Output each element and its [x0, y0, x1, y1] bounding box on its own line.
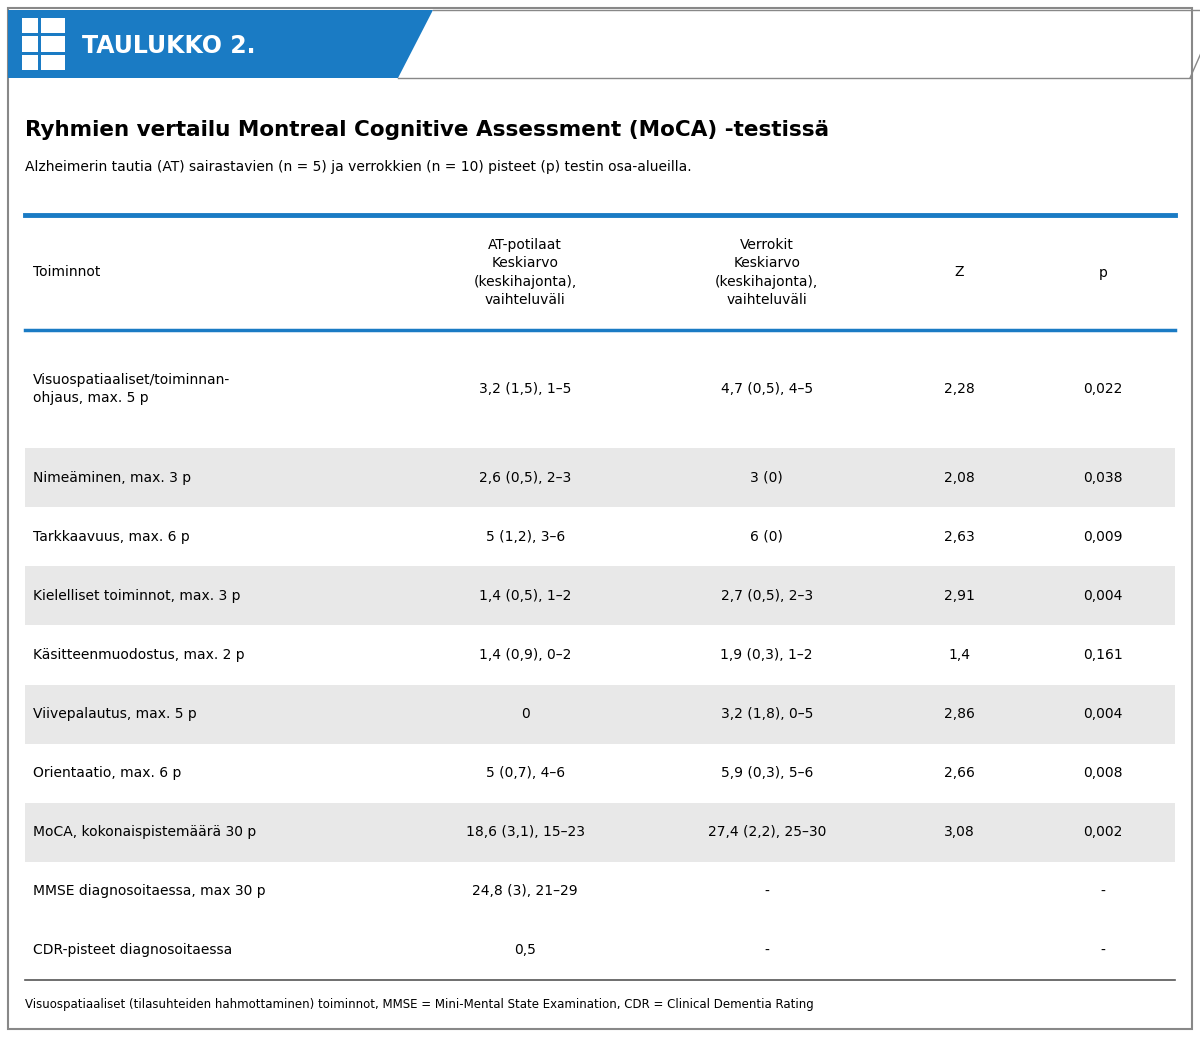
- FancyBboxPatch shape: [25, 448, 1175, 507]
- Text: 0,004: 0,004: [1084, 589, 1123, 602]
- Text: 24,8 (3), 21–29: 24,8 (3), 21–29: [473, 885, 578, 898]
- Text: 0,5: 0,5: [515, 944, 536, 957]
- Text: -: -: [764, 885, 769, 898]
- Text: TAULUKKO 2.: TAULUKKO 2.: [82, 34, 256, 58]
- FancyBboxPatch shape: [22, 55, 38, 71]
- Text: -: -: [764, 944, 769, 957]
- Text: 1,4: 1,4: [948, 648, 971, 662]
- Text: -: -: [1100, 885, 1105, 898]
- Text: 2,63: 2,63: [944, 530, 974, 543]
- Text: 5 (0,7), 4–6: 5 (0,7), 4–6: [486, 766, 565, 780]
- Text: Viivepalautus, max. 5 p: Viivepalautus, max. 5 p: [34, 707, 197, 721]
- Text: 2,66: 2,66: [944, 766, 974, 780]
- Text: Visuospatiaaliset (tilasuhteiden hahmottaminen) toiminnot, MMSE = Mini-Mental St: Visuospatiaaliset (tilasuhteiden hahmott…: [25, 998, 814, 1011]
- Text: 2,86: 2,86: [944, 707, 974, 721]
- Text: 0,022: 0,022: [1084, 382, 1123, 396]
- Text: 27,4 (2,2), 25–30: 27,4 (2,2), 25–30: [708, 825, 826, 839]
- Text: 1,4 (0,9), 0–2: 1,4 (0,9), 0–2: [479, 648, 571, 662]
- Text: AT-potilaat
Keskiarvo
(keskihajonta),
vaihteluväli: AT-potilaat Keskiarvo (keskihajonta), va…: [474, 237, 577, 307]
- Text: 4,7 (0,5), 4–5: 4,7 (0,5), 4–5: [721, 382, 812, 396]
- Text: Visuospatiaaliset/toiminnan-
ohjaus, max. 5 p: Visuospatiaaliset/toiminnan- ohjaus, max…: [34, 373, 230, 404]
- Text: 1,4 (0,5), 1–2: 1,4 (0,5), 1–2: [479, 589, 571, 602]
- FancyBboxPatch shape: [25, 744, 1175, 803]
- FancyBboxPatch shape: [25, 862, 1175, 921]
- Text: 2,6 (0,5), 2–3: 2,6 (0,5), 2–3: [479, 471, 571, 484]
- Text: 5,9 (0,3), 5–6: 5,9 (0,3), 5–6: [720, 766, 812, 780]
- FancyBboxPatch shape: [25, 566, 1175, 625]
- Text: 3,2 (1,8), 0–5: 3,2 (1,8), 0–5: [720, 707, 812, 721]
- Text: 0,161: 0,161: [1084, 648, 1123, 662]
- Text: 0,002: 0,002: [1084, 825, 1123, 839]
- FancyBboxPatch shape: [22, 18, 38, 33]
- FancyBboxPatch shape: [25, 507, 1175, 566]
- Text: Z: Z: [955, 265, 964, 280]
- FancyBboxPatch shape: [8, 8, 1192, 1029]
- Text: Tarkkaavuus, max. 6 p: Tarkkaavuus, max. 6 p: [34, 530, 190, 543]
- Text: Nimeäminen, max. 3 p: Nimeäminen, max. 3 p: [34, 471, 191, 484]
- FancyBboxPatch shape: [41, 18, 65, 33]
- Text: 2,08: 2,08: [944, 471, 974, 484]
- FancyBboxPatch shape: [41, 36, 65, 52]
- Text: Verrokit
Keskiarvo
(keskihajonta),
vaihteluväli: Verrokit Keskiarvo (keskihajonta), vaiht…: [715, 237, 818, 307]
- FancyBboxPatch shape: [25, 803, 1175, 862]
- FancyBboxPatch shape: [25, 684, 1175, 744]
- Text: Alzheimerin tautia (AT) sairastavien (n = 5) ja verrokkien (n = 10) pisteet (p) : Alzheimerin tautia (AT) sairastavien (n …: [25, 160, 691, 174]
- Text: 0,008: 0,008: [1084, 766, 1123, 780]
- FancyBboxPatch shape: [25, 625, 1175, 684]
- Text: 3 (0): 3 (0): [750, 471, 784, 484]
- FancyBboxPatch shape: [41, 55, 65, 71]
- Text: 0,038: 0,038: [1084, 471, 1123, 484]
- Text: 2,91: 2,91: [944, 589, 974, 602]
- Text: MoCA, kokonaispistemäärä 30 p: MoCA, kokonaispistemäärä 30 p: [34, 825, 257, 839]
- Text: 5 (1,2), 3–6: 5 (1,2), 3–6: [486, 530, 565, 543]
- Text: Ryhmien vertailu Montreal Cognitive Assessment (MoCA) -testissä: Ryhmien vertailu Montreal Cognitive Asse…: [25, 120, 829, 140]
- FancyBboxPatch shape: [22, 36, 38, 52]
- Text: -: -: [1100, 944, 1105, 957]
- Text: 1,9 (0,3), 1–2: 1,9 (0,3), 1–2: [720, 648, 814, 662]
- Text: 0,004: 0,004: [1084, 707, 1123, 721]
- Polygon shape: [8, 10, 433, 78]
- Text: CDR-pisteet diagnosoitaessa: CDR-pisteet diagnosoitaessa: [34, 944, 233, 957]
- Text: Toiminnot: Toiminnot: [34, 265, 101, 280]
- Text: 0: 0: [521, 707, 529, 721]
- Text: 3,08: 3,08: [944, 825, 974, 839]
- Text: Käsitteenmuodostus, max. 2 p: Käsitteenmuodostus, max. 2 p: [34, 648, 245, 662]
- Text: MMSE diagnosoitaessa, max 30 p: MMSE diagnosoitaessa, max 30 p: [34, 885, 265, 898]
- Text: 18,6 (3,1), 15–23: 18,6 (3,1), 15–23: [466, 825, 584, 839]
- Text: Kielelliset toiminnot, max. 3 p: Kielelliset toiminnot, max. 3 p: [34, 589, 240, 602]
- Text: 3,2 (1,5), 1–5: 3,2 (1,5), 1–5: [479, 382, 571, 396]
- Text: Orientaatio, max. 6 p: Orientaatio, max. 6 p: [34, 766, 181, 780]
- Text: 2,28: 2,28: [944, 382, 974, 396]
- Text: 0,009: 0,009: [1084, 530, 1123, 543]
- Text: 2,7 (0,5), 2–3: 2,7 (0,5), 2–3: [721, 589, 812, 602]
- Text: 6 (0): 6 (0): [750, 530, 784, 543]
- FancyBboxPatch shape: [25, 330, 1175, 448]
- FancyBboxPatch shape: [25, 921, 1175, 980]
- Text: p: p: [1099, 265, 1108, 280]
